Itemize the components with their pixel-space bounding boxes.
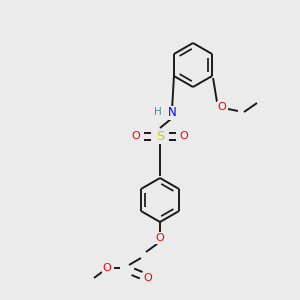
Text: O: O — [156, 233, 164, 243]
Text: S: S — [156, 130, 164, 142]
Text: O: O — [218, 102, 226, 112]
Text: N: N — [168, 106, 176, 119]
Text: O: O — [132, 131, 140, 141]
Text: O: O — [103, 263, 111, 273]
Text: H: H — [154, 107, 162, 117]
Text: O: O — [144, 273, 152, 283]
Text: O: O — [180, 131, 188, 141]
